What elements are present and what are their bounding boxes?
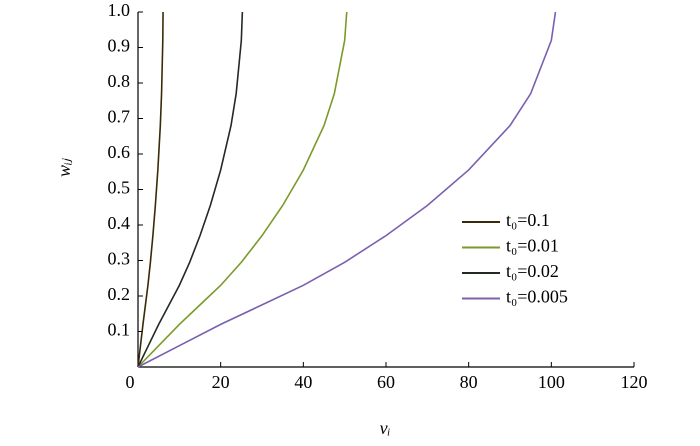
line (137, 11, 348, 368)
line (137, 11, 244, 368)
y-tick-label: 0.1 (108, 320, 131, 340)
x-axis-label: vᵢ (380, 418, 391, 438)
line (137, 11, 164, 368)
x-tick-label: 100 (538, 372, 565, 392)
y-tick-label: 0.9 (108, 36, 131, 56)
y-tick-label: 0.3 (108, 249, 131, 269)
y-tick-label: 0.8 (108, 71, 131, 91)
x-tick-label: 20 (212, 372, 230, 392)
legend-label: t₀=0.005 (506, 287, 568, 307)
y-tick-label: 0.7 (108, 107, 131, 127)
line (137, 11, 557, 368)
legend-label: t₀=0.01 (506, 236, 559, 256)
legend-label: t₀=0.02 (506, 261, 559, 281)
x-tick-label: 40 (294, 372, 312, 392)
y-tick-label: 0.2 (108, 284, 131, 304)
x-tick-label: 60 (377, 372, 395, 392)
y-tick-label: 0.5 (108, 178, 131, 198)
y-axis-label: wᵢⱼ (54, 157, 74, 177)
y-tick-label: 0.6 (108, 142, 131, 162)
legend-label: t₀=0.1 (506, 210, 550, 230)
y-tick-label: 1.0 (108, 0, 131, 20)
y-tick-label: 0.4 (108, 213, 131, 233)
x-tick-label: 0 (126, 372, 135, 392)
x-tick-label: 80 (460, 372, 478, 392)
x-tick-label: 120 (621, 372, 648, 392)
